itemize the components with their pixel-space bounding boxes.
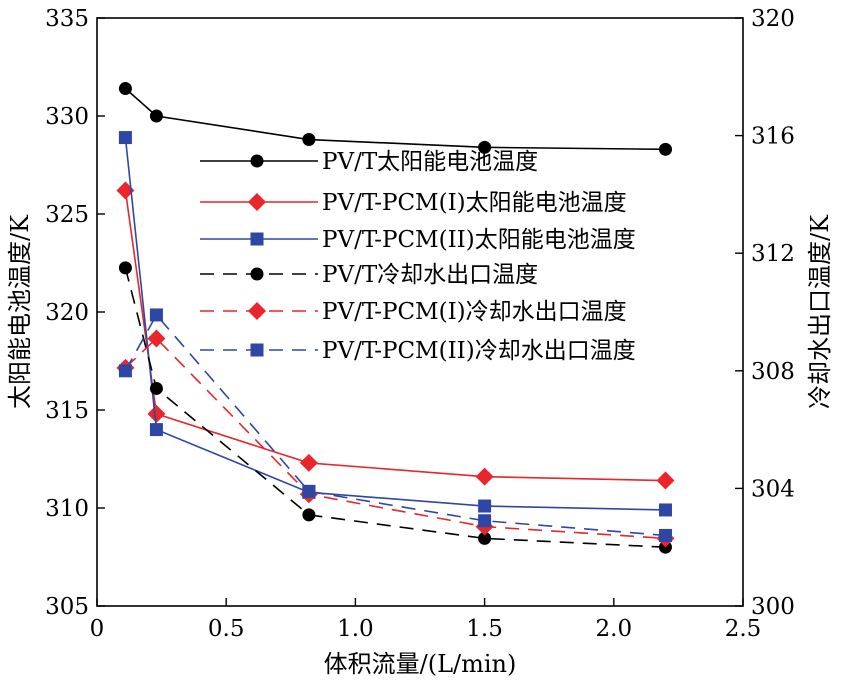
x-tick-label: 1.0 — [337, 616, 374, 642]
y-right-tick-label: 304 — [751, 476, 795, 502]
legend-marker — [251, 155, 264, 168]
data-point — [147, 405, 165, 423]
y-left-tick-label: 335 — [45, 6, 89, 32]
data-point — [119, 364, 132, 377]
data-point — [150, 110, 163, 123]
series-1 — [119, 82, 672, 156]
legend-label: PV/T-PCM(I)冷却水出口温度 — [322, 299, 627, 325]
y-left-tick-label: 320 — [45, 300, 89, 326]
legend-entry: PV/T太阳能电池温度 — [200, 149, 538, 175]
y-left-tick-label: 325 — [45, 202, 89, 228]
legend-entry: PV/T-PCM(II)冷却水出口温度 — [200, 338, 636, 364]
legend-marker — [248, 193, 266, 211]
data-point — [119, 261, 132, 274]
x-tick-label: 0.5 — [208, 616, 245, 642]
data-point — [119, 82, 132, 95]
y-right-tick-label: 308 — [751, 359, 795, 385]
data-point — [302, 485, 315, 498]
legend: PV/T太阳能电池温度 PV/T-PCM(I)太阳能电池温度 PV/T-PCM(II… — [200, 149, 636, 364]
y-left-tick-label: 310 — [45, 496, 89, 522]
y-axis-label-right: 冷却水出口温度/K — [806, 214, 834, 409]
data-point — [656, 472, 674, 490]
legend-entry: PV/T-PCM(II)太阳能电池温度 — [200, 227, 636, 253]
legend-entry: PV/T-PCM(I)太阳能电池温度 — [200, 190, 627, 216]
legend-label: PV/T-PCM(I)太阳能电池温度 — [322, 190, 627, 216]
data-point — [150, 308, 163, 321]
y-left-tick-label: 330 — [45, 104, 89, 130]
chart: 0 0.5 1.0 1.5 2.0 2.5305310315320325330335300… — [0, 0, 844, 685]
data-point — [478, 500, 491, 513]
y-axis-label-left: 太阳能电池温度/K — [6, 214, 34, 409]
legend-entry: PV/T-PCM(I)冷却水出口温度 — [200, 299, 627, 325]
data-point — [302, 133, 315, 146]
x-tick-label: 0 — [90, 616, 105, 642]
legend-label: PV/T太阳能电池温度 — [322, 149, 538, 175]
y-left-tick-label: 305 — [45, 594, 89, 620]
y-left-tick-label: 315 — [45, 398, 89, 424]
x-tick-label: 2.0 — [596, 616, 633, 642]
data-point — [659, 503, 672, 516]
x-tick-label: 1.5 — [466, 616, 503, 642]
legend-marker — [251, 344, 264, 357]
data-point — [478, 514, 491, 527]
legend-entry: PV/T冷却水出口温度 — [200, 262, 538, 288]
legend-label: PV/T冷却水出口温度 — [322, 262, 538, 288]
x-axis-label: 体积流量/(L/min) — [324, 650, 517, 678]
legend-marker — [248, 302, 266, 320]
legend-marker — [251, 233, 264, 246]
legend-label: PV/T-PCM(II)太阳能电池温度 — [322, 227, 636, 253]
legend-marker — [251, 268, 264, 281]
data-point — [659, 529, 672, 542]
data-point — [119, 131, 132, 144]
y-right-tick-label: 320 — [751, 6, 795, 32]
legend-label: PV/T-PCM(II)冷却水出口温度 — [322, 338, 636, 364]
series-line — [125, 89, 665, 150]
data-point — [150, 382, 163, 395]
data-point — [659, 143, 672, 156]
data-point — [302, 508, 315, 521]
data-point — [476, 468, 494, 486]
data-point — [300, 454, 318, 472]
y-right-tick-label: 300 — [751, 594, 795, 620]
y-right-tick-label: 312 — [751, 241, 795, 267]
data-point — [150, 423, 163, 436]
y-right-tick-label: 316 — [751, 124, 795, 150]
